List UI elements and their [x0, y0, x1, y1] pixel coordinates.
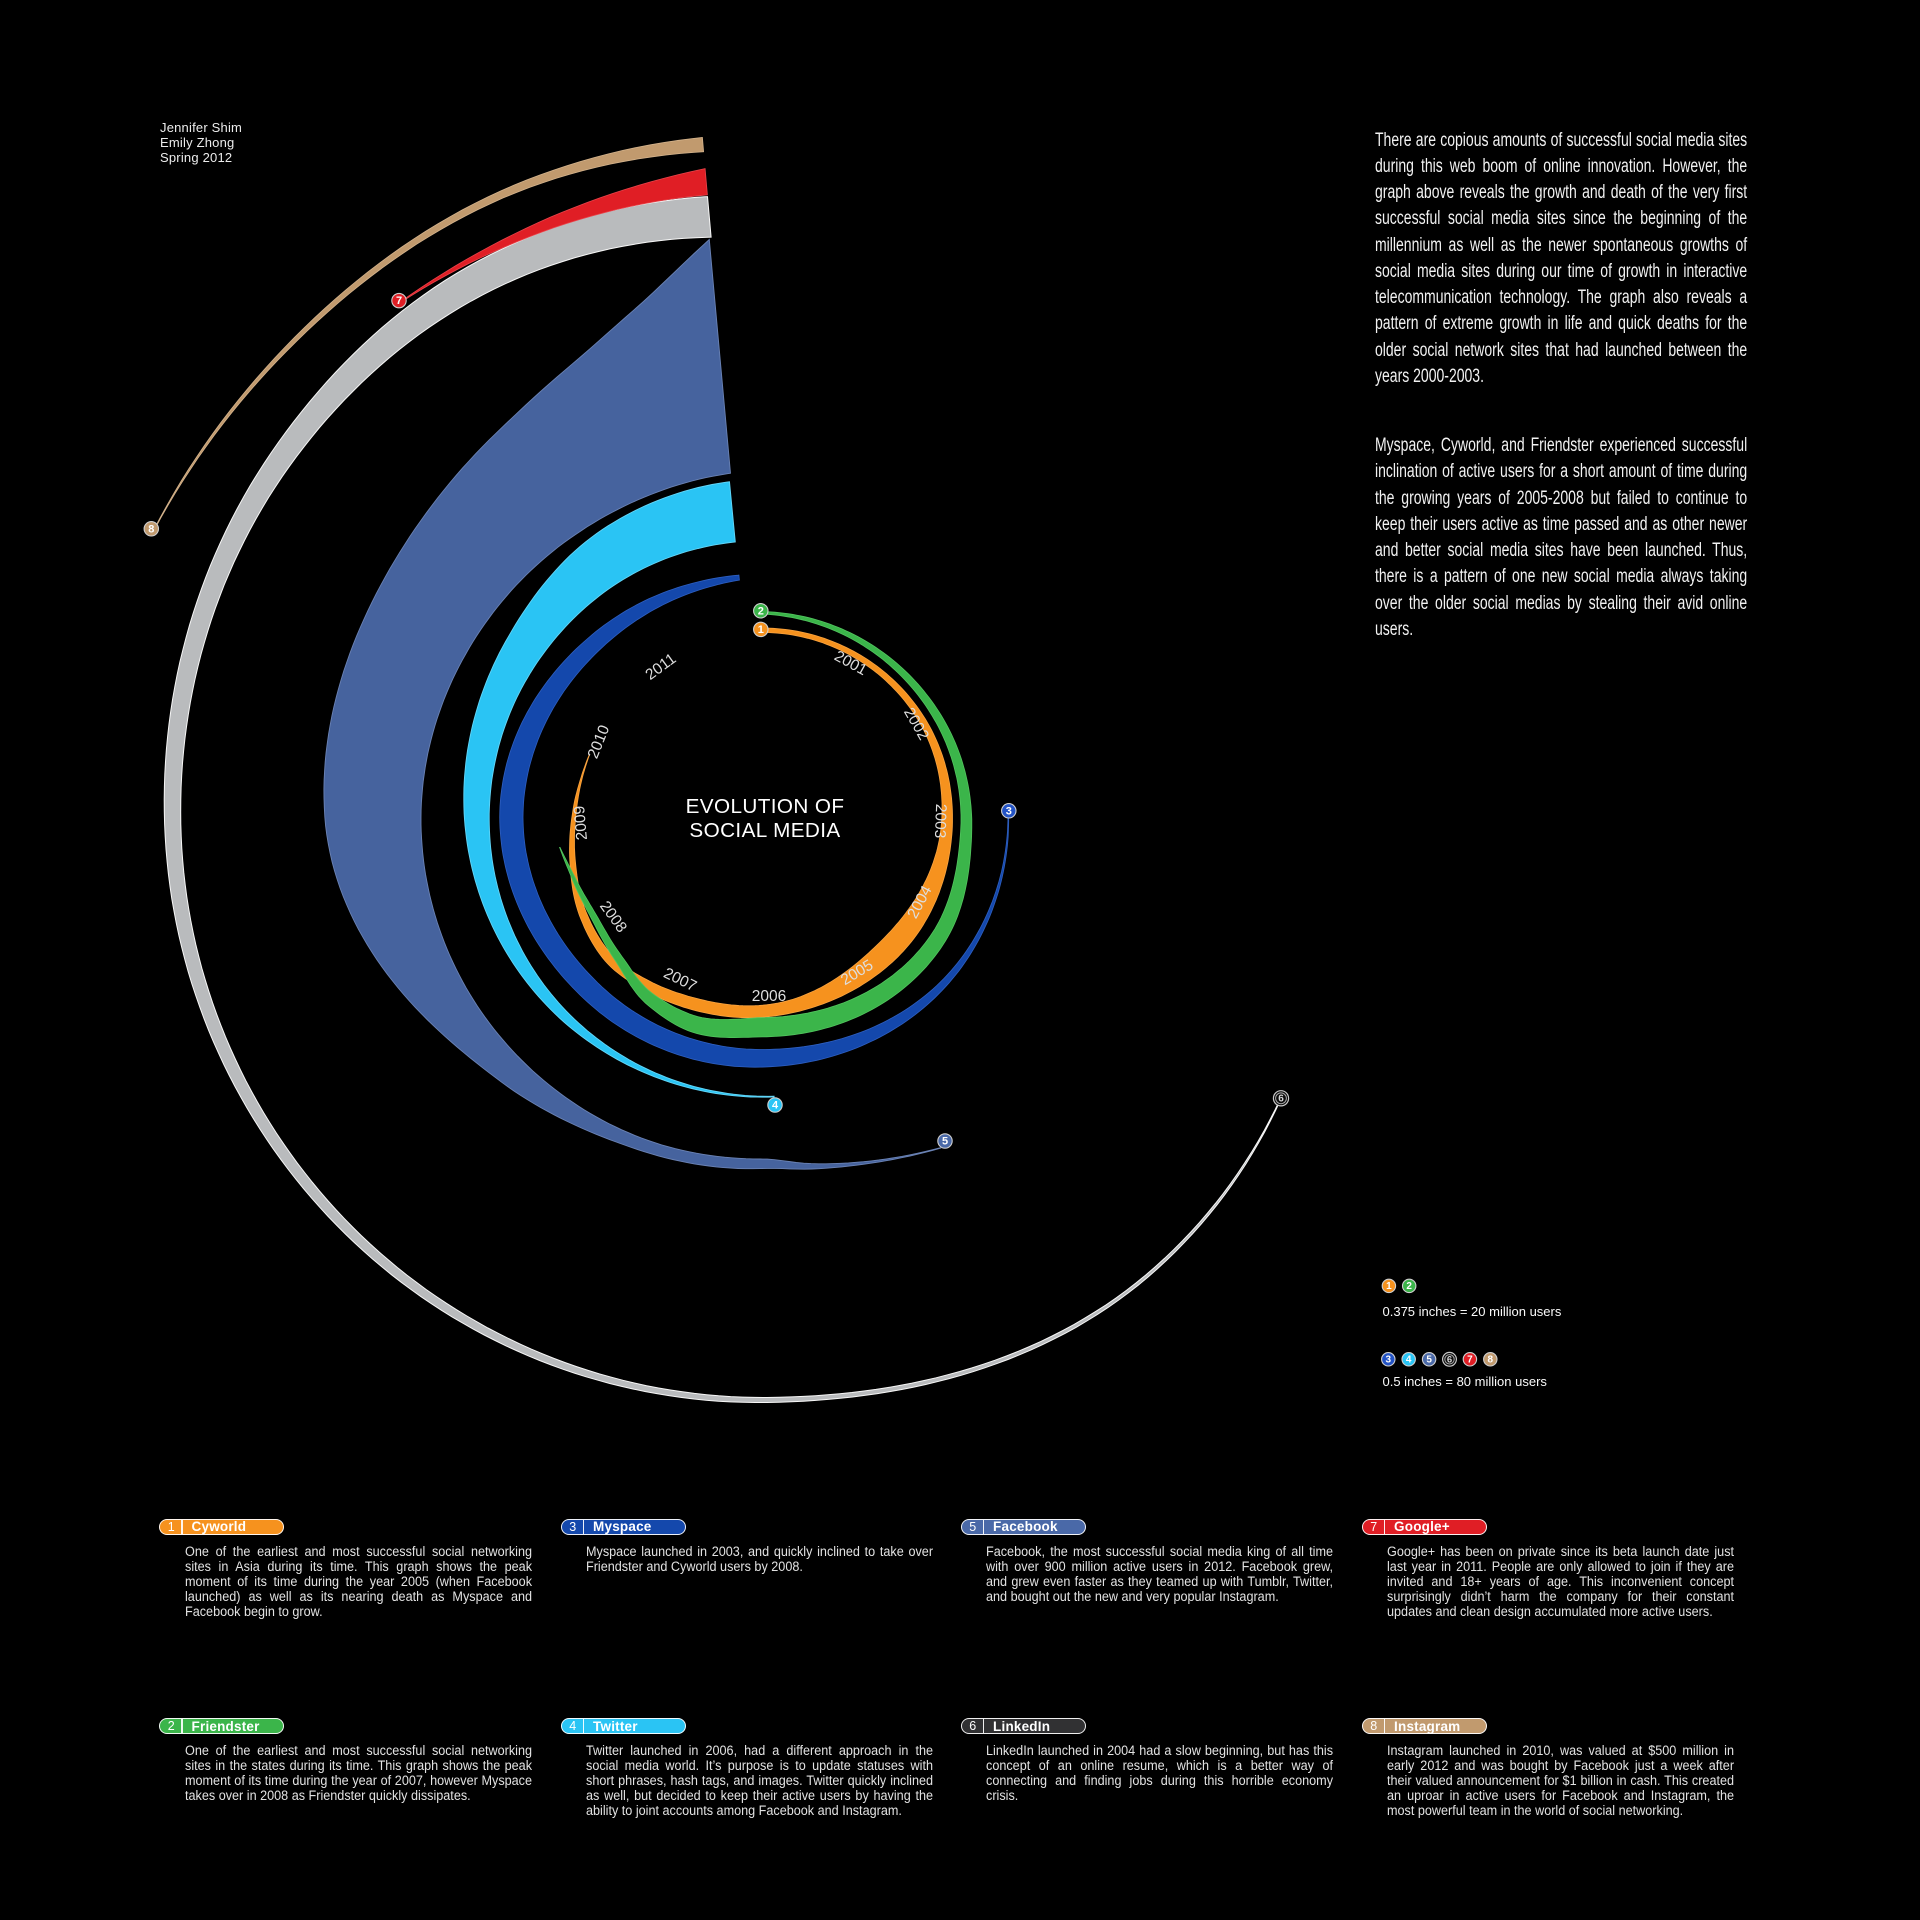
svg-text:4: 4 — [772, 1100, 779, 1112]
svg-text:2: 2 — [1406, 1281, 1412, 1292]
svg-text:1: 1 — [1386, 1281, 1392, 1292]
svg-text:5: 5 — [1426, 1354, 1432, 1365]
svg-text:2006: 2006 — [752, 988, 786, 1005]
svg-text:6: 6 — [1278, 1093, 1284, 1104]
svg-text:5: 5 — [942, 1136, 948, 1148]
svg-text:2003: 2003 — [931, 803, 949, 838]
svg-text:6: 6 — [1447, 1354, 1452, 1365]
svg-text:2: 2 — [758, 605, 764, 617]
svg-text:8: 8 — [148, 523, 154, 535]
svg-text:3: 3 — [1386, 1354, 1392, 1365]
svg-text:1: 1 — [758, 624, 764, 636]
svg-text:8: 8 — [1488, 1354, 1494, 1365]
svg-text:3: 3 — [1006, 805, 1012, 817]
svg-text:2011: 2011 — [643, 650, 680, 683]
svg-text:7: 7 — [396, 295, 402, 307]
svg-text:2009: 2009 — [571, 805, 591, 841]
svg-text:4: 4 — [1406, 1354, 1412, 1365]
svg-text:7: 7 — [1467, 1354, 1473, 1365]
svg-text:2010: 2010 — [585, 722, 614, 761]
